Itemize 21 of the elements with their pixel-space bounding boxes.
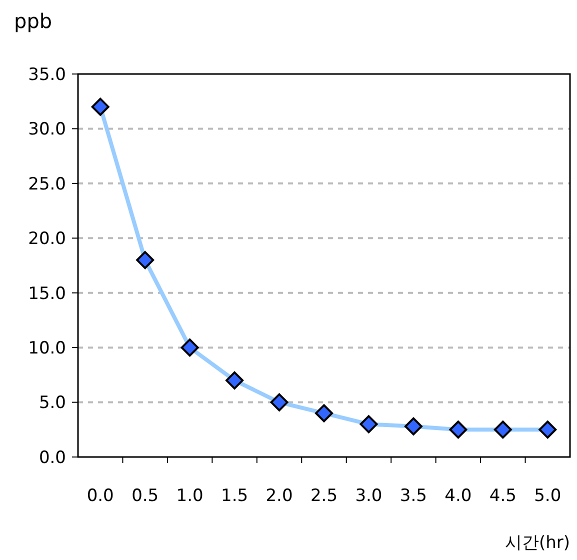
x-tick-label: 2.5: [310, 486, 338, 506]
y-tick-label: 10.0: [28, 338, 66, 359]
y-axis-title: ppb: [14, 9, 52, 33]
x-tick-label: 0.0: [86, 486, 114, 506]
x-tick-label: 3.5: [400, 486, 427, 506]
y-tick-label: 15.0: [28, 284, 66, 304]
x-tick-label: 2.0: [266, 486, 293, 506]
x-tick-label: 0.5: [132, 486, 159, 506]
x-tick-label: 3.0: [355, 486, 382, 506]
x-axis-title: 시간(hr): [504, 533, 570, 553]
y-tick-label: 25.0: [28, 174, 66, 194]
x-tick-label: 1.5: [221, 486, 248, 506]
x-tick-label: 5.0: [534, 486, 562, 506]
y-tick-label: 30.0: [28, 120, 66, 140]
y-tick-label: 0.0: [38, 448, 66, 468]
x-tick-label: 4.5: [489, 486, 516, 506]
x-tick-label: 4.0: [444, 486, 472, 506]
y-tick-label: 5.0: [38, 393, 66, 414]
y-tick-label: 20.0: [28, 229, 66, 250]
y-tick-label: 35.0: [28, 64, 66, 85]
x-tick-label: 1.0: [176, 486, 204, 506]
